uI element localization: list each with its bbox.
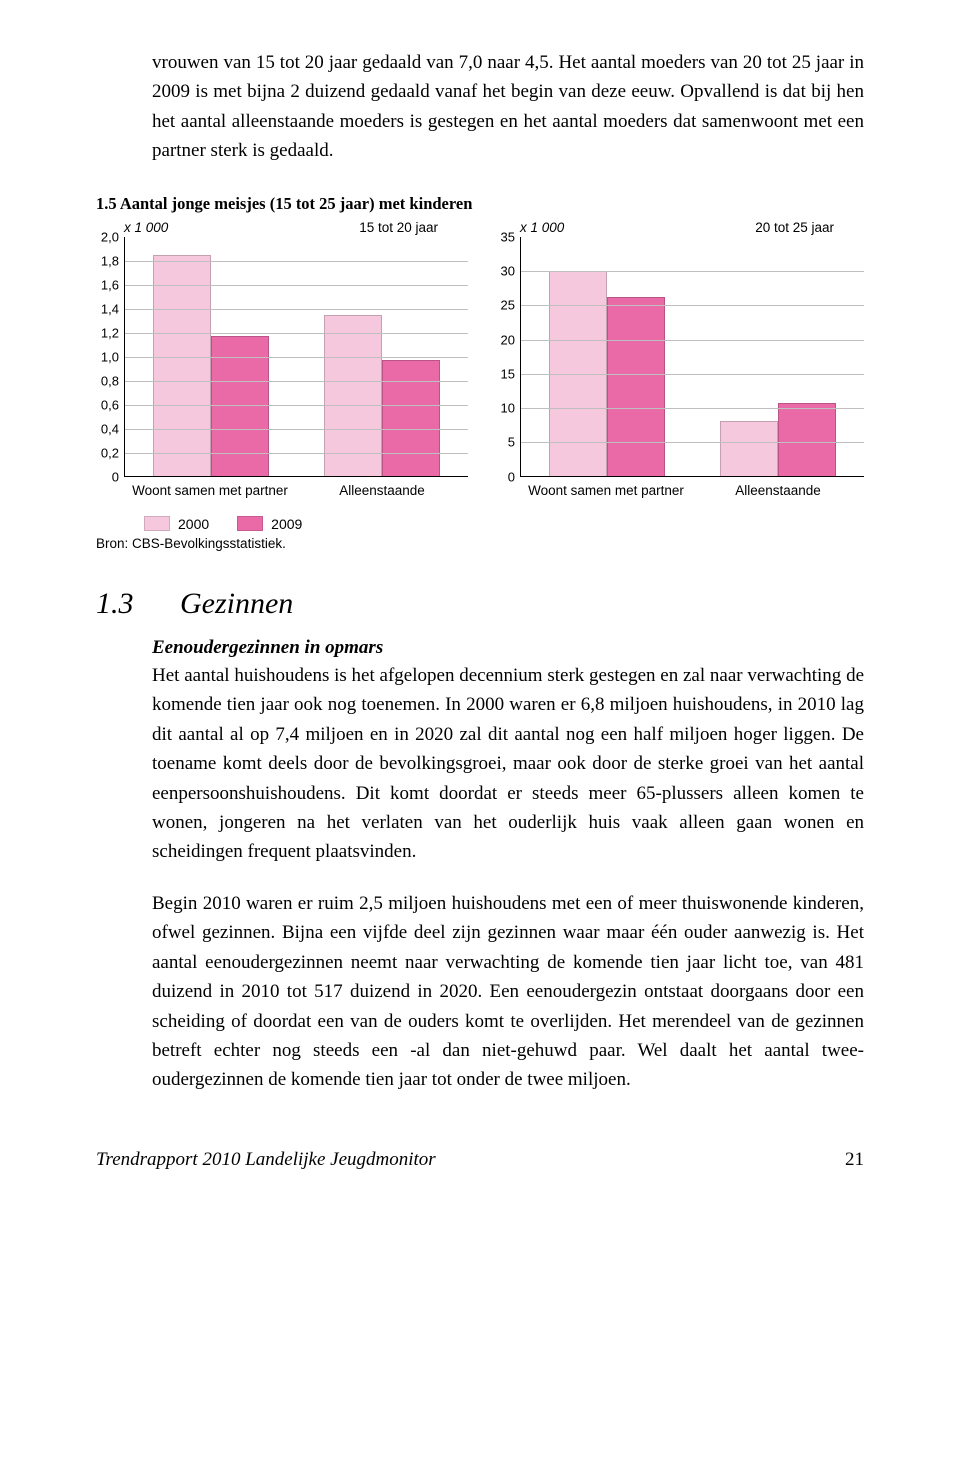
chart-left-unit: x 1 000 [124, 220, 168, 235]
x-label: Alleenstaande [692, 483, 864, 498]
bar-2000 [720, 421, 778, 477]
chart-left-plot: 2,01,81,61,41,21,00,80,60,40,20 [124, 237, 468, 477]
ytick-label: 2,0 [101, 229, 119, 244]
bar-2009 [778, 403, 836, 477]
gridline [125, 429, 468, 430]
ytick-label: 25 [501, 298, 515, 313]
bar-group [693, 237, 865, 477]
legend-swatch [237, 516, 263, 531]
ytick-label: 30 [501, 264, 515, 279]
gridline [521, 340, 864, 341]
ytick-label: 0,6 [101, 397, 119, 412]
gridline [521, 442, 864, 443]
x-label: Woont samen met partner [520, 483, 692, 498]
section-title: Gezinnen [180, 587, 293, 621]
section-heading: 1.3 Gezinnen [96, 587, 864, 621]
chart-right-bars [521, 237, 864, 477]
page: vrouwen van 15 tot 20 jaar gedaald van 7… [0, 0, 960, 1219]
bar-2009 [382, 360, 440, 476]
figure-source: Bron: CBS-Bevolkingsstatistiek. [96, 536, 864, 551]
ytick-label: 35 [501, 229, 515, 244]
ytick-label: 1,6 [101, 277, 119, 292]
chart-left-xlabels: Woont samen met partner Alleenstaande [124, 483, 468, 498]
ytick-label: 20 [501, 332, 515, 347]
chart-left-subtitle: 15 tot 20 jaar [359, 220, 438, 235]
chart-right-plot: 35302520151050 [520, 237, 864, 477]
gridline [125, 333, 468, 334]
legend-label: 2009 [271, 516, 302, 532]
chart-right-header: x 1 000 20 tot 25 jaar [492, 220, 864, 235]
chart-left: x 1 000 15 tot 20 jaar 2,01,81,61,41,21,… [96, 220, 468, 498]
gridline [125, 285, 468, 286]
legend-item-2009: 2009 [237, 516, 302, 532]
gridline [521, 408, 864, 409]
chart-right-subtitle: 20 tot 25 jaar [755, 220, 834, 235]
gridline [521, 271, 864, 272]
gridline [125, 381, 468, 382]
ytick-label: 10 [501, 401, 515, 416]
legend-swatch [144, 516, 170, 531]
section-number: 1.3 [96, 587, 152, 621]
legend-item-2000: 2000 [144, 516, 209, 532]
footer-title: Trendrapport 2010 Landelijke Jeugdmonito… [96, 1149, 436, 1171]
ytick-label: 1,2 [101, 325, 119, 340]
body-paragraph: Begin 2010 waren er ruim 2,5 miljoen hui… [96, 889, 864, 1095]
bar-2009 [607, 297, 665, 477]
chart-right: x 1 000 20 tot 25 jaar 35302520151050 Wo… [492, 220, 864, 498]
subsection-heading: Eenoudergezinnen in opmars [152, 637, 864, 659]
ytick-label: 15 [501, 366, 515, 381]
ytick-label: 1,0 [101, 349, 119, 364]
ytick-label: 0,8 [101, 373, 119, 388]
gridline [125, 357, 468, 358]
page-number: 21 [845, 1149, 864, 1171]
bar-2000 [153, 255, 211, 477]
gridline [521, 237, 864, 238]
ytick-label: 0,4 [101, 421, 119, 436]
chart-right-xlabels: Woont samen met partner Alleenstaande [520, 483, 864, 498]
gridline [125, 453, 468, 454]
ytick-label: 5 [508, 435, 515, 450]
gridline [125, 237, 468, 238]
ytick-label: 0,2 [101, 445, 119, 460]
legend-label: 2000 [178, 516, 209, 532]
figure-title: 1.5 Aantal jonge meisjes (15 tot 25 jaar… [96, 194, 864, 214]
ytick-label: 0 [112, 469, 119, 484]
bar-group [521, 237, 693, 477]
gridline [125, 261, 468, 262]
ytick-label: 1,8 [101, 253, 119, 268]
charts-row: x 1 000 15 tot 20 jaar 2,01,81,61,41,21,… [96, 220, 864, 498]
legend: 2000 2009 [144, 516, 864, 532]
chart-right-unit: x 1 000 [520, 220, 564, 235]
intro-paragraph: vrouwen van 15 tot 20 jaar gedaald van 7… [96, 48, 864, 166]
gridline [125, 405, 468, 406]
x-label: Woont samen met partner [124, 483, 296, 498]
page-footer: Trendrapport 2010 Landelijke Jeugdmonito… [96, 1149, 864, 1171]
ytick-label: 0 [508, 469, 515, 484]
gridline [125, 309, 468, 310]
ytick-label: 1,4 [101, 301, 119, 316]
gridline [521, 305, 864, 306]
chart-left-header: x 1 000 15 tot 20 jaar [96, 220, 468, 235]
x-label: Alleenstaande [296, 483, 468, 498]
body-paragraph: Het aantal huishoudens is het afgelopen … [96, 661, 864, 867]
gridline [521, 374, 864, 375]
